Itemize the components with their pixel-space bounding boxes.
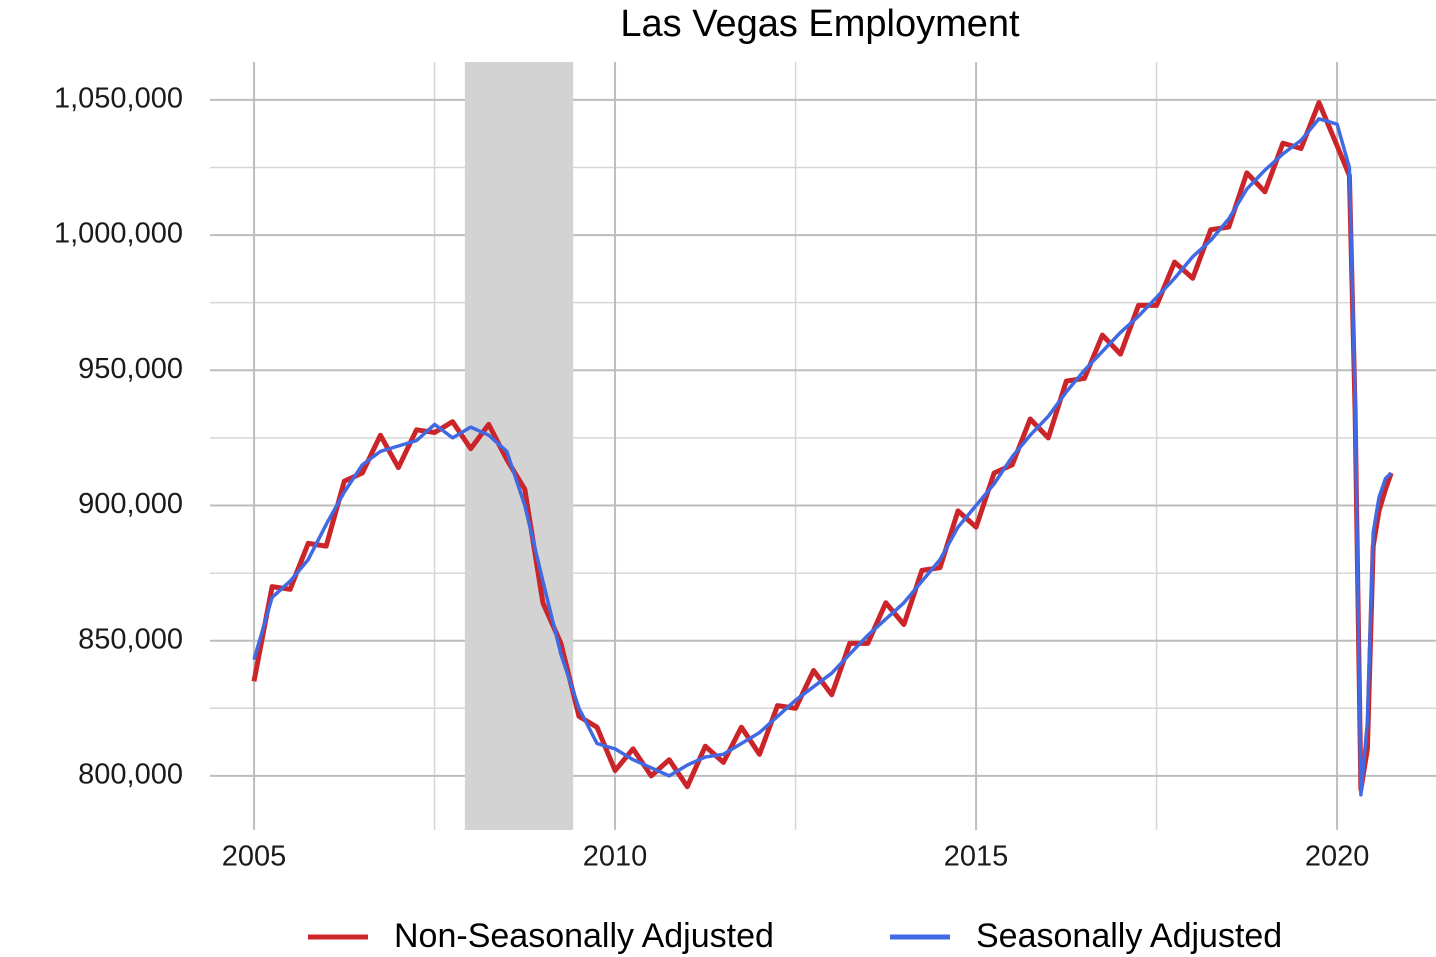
series-line (252, 117, 1393, 797)
x-tick-label: 2010 (583, 841, 648, 873)
y-tick-label: 850,000 (78, 623, 183, 655)
y-tick-label: 1,050,000 (54, 83, 183, 115)
x-tick-label: 2020 (1305, 841, 1370, 873)
y-tick-label: 900,000 (78, 488, 183, 520)
legend-label: Seasonally Adjusted (976, 917, 1282, 955)
y-tick-label: 1,000,000 (54, 218, 183, 250)
x-tick-label: 2005 (222, 841, 287, 873)
y-tick-label: 950,000 (78, 353, 183, 385)
chart-title: Las Vegas Employment (620, 3, 1020, 45)
legend-label: Non-Seasonally Adjusted (394, 917, 774, 955)
recession-shade (464, 62, 574, 830)
x-tick-label: 2015 (944, 841, 1009, 873)
y-tick-label: 800,000 (78, 759, 183, 791)
series-line (251, 100, 1394, 792)
